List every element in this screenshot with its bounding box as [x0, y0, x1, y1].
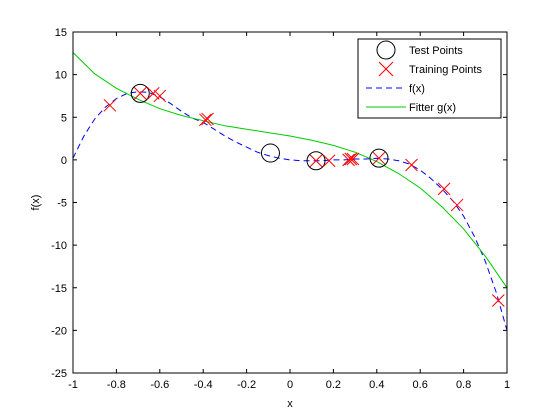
- training-point-marker: [491, 294, 505, 307]
- training-point-marker: [309, 154, 323, 168]
- legend-label: Fitter g(x): [409, 102, 456, 114]
- legend: Test Points Training Points f(x) Fitter g(x…: [357, 38, 502, 119]
- training-point-marker: [437, 182, 451, 196]
- test-point-marker: [369, 148, 389, 168]
- legend-item: Training Points: [378, 61, 482, 77]
- y-tick-label: -15: [51, 283, 67, 295]
- x-tick-label: 0.8: [456, 379, 471, 391]
- training-point-marker: [133, 87, 147, 100]
- y-tick-label: -10: [51, 240, 67, 252]
- y-tick-label: 10: [55, 70, 67, 82]
- y-tick-label: -20: [51, 325, 67, 337]
- x-axis-label: x: [287, 398, 293, 410]
- training-point-marker: [372, 151, 386, 165]
- legend-item: Fitter g(x): [366, 102, 456, 114]
- series-line-f-x: [73, 91, 507, 331]
- x-tick-label: 0: [287, 379, 293, 391]
- test-point-marker: [130, 83, 150, 103]
- training-point-marker: [405, 158, 418, 172]
- y-tick-label: 15: [55, 27, 67, 39]
- legend-item: f(x): [366, 83, 425, 95]
- x-tick-label: -0.4: [194, 379, 213, 391]
- training-point-marker: [344, 152, 358, 166]
- y-tick-label: -25: [51, 368, 67, 380]
- training-point-marker: [103, 98, 117, 112]
- x-tick-label: 0.2: [326, 379, 341, 391]
- x-tick-label: -1: [68, 379, 78, 391]
- training-point-marker: [322, 154, 336, 168]
- legend-box: [357, 38, 502, 119]
- training-point-marker: [146, 87, 160, 100]
- series-line-fitter-g-x: [73, 52, 507, 289]
- training-point-marker: [450, 198, 464, 212]
- x-tick-label: 1: [504, 379, 510, 391]
- y-tick-label: 5: [61, 112, 67, 124]
- legend-label: Training Points: [409, 64, 482, 76]
- training-point-marker: [346, 152, 360, 166]
- y-axis: -25 -20 -15 -10 -5 0 5 10 15: [51, 27, 507, 380]
- test-point-marker: [260, 143, 280, 163]
- x-axis: -1 -0.8 -0.6 -0.4 -0.2 0 0.2 0.4 0.6 0.8 1: [68, 32, 510, 391]
- training-point-marker: [342, 153, 355, 167]
- x-tick-label: 0.6: [413, 379, 428, 391]
- x-tick-label: -0.6: [150, 379, 169, 391]
- y-axis-label: f(x): [30, 195, 42, 211]
- training-point-marker: [153, 89, 167, 103]
- x-tick-label: -0.2: [237, 379, 256, 391]
- test-point-marker: [306, 151, 326, 171]
- series-layer: [73, 52, 507, 331]
- legend-label: Test Points: [409, 45, 463, 57]
- legend-swatch-x: [378, 61, 394, 77]
- x-tick-label: 0.4: [369, 379, 384, 391]
- y-tick-label: -5: [57, 198, 67, 210]
- y-tick-label: 0: [61, 155, 67, 167]
- legend-swatch-circle: [376, 40, 396, 60]
- training-point-marker: [199, 113, 212, 127]
- training-point-marker: [201, 112, 214, 126]
- x-tick-label: -0.8: [107, 379, 126, 391]
- legend-label: f(x): [409, 83, 425, 95]
- legend-item: Test Points: [376, 40, 463, 60]
